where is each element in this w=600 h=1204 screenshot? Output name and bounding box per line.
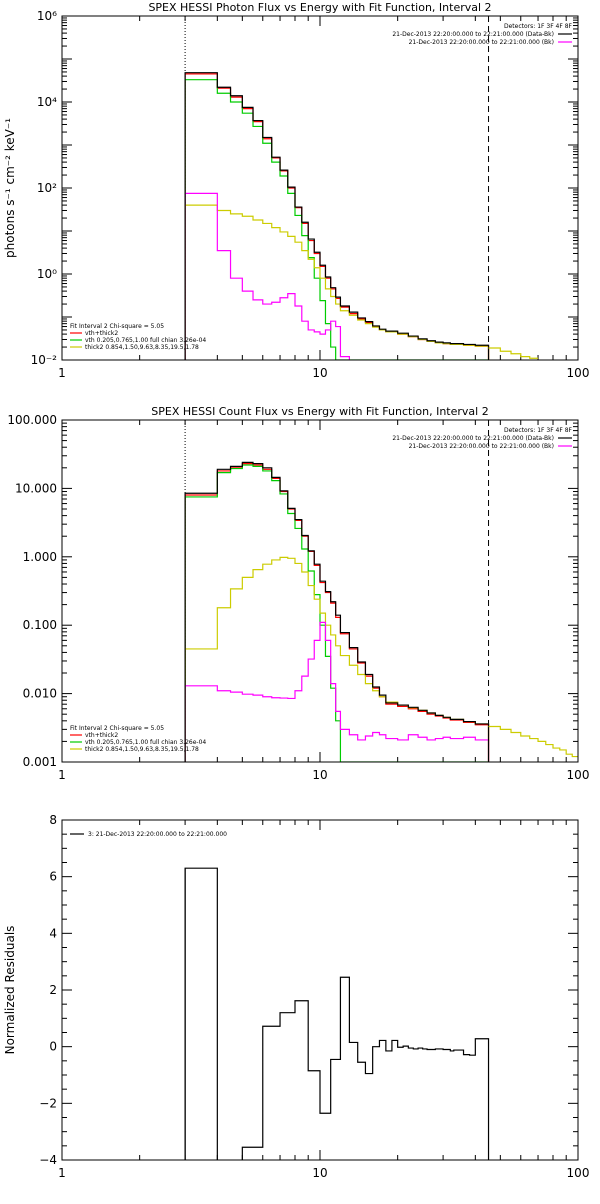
chart-title: SPEX HESSI Count Flux vs Energy with Fit…	[151, 405, 488, 418]
chart-panel-2: SPEX HESSI Count Flux vs Energy with Fit…	[7, 405, 589, 782]
y-tick-label: 0.001	[23, 755, 57, 769]
series-group	[184, 461, 578, 762]
x-tick-label: 10	[312, 366, 327, 380]
legend-entry-label: 21-Dec-2013 22:20:00.000 to 22:21:00.000…	[392, 31, 554, 38]
legend-entry-label: vth 0.205,0.765,1.00 full chian 3.26e-04	[85, 337, 206, 344]
series-line-extension	[488, 725, 578, 758]
series-group	[184, 867, 490, 1160]
y-tick-label: 0	[49, 1040, 57, 1054]
y-tick-label: 1.000	[23, 550, 57, 564]
x-tick-label: 1	[58, 1166, 66, 1180]
x-tick-label: 1	[58, 768, 66, 782]
chart-title: SPEX HESSI Photon Flux vs Energy with Fi…	[148, 1, 491, 14]
y-tick-label: 10⁰	[37, 267, 57, 281]
y-tick-label: 2	[49, 983, 57, 997]
series-line	[184, 192, 490, 360]
series-line	[184, 556, 490, 762]
series-line	[184, 621, 490, 762]
chart-panel-3: Normalized Residuals 1 10 100 −4 −2 0 2 4 6 8 3: 21…	[3, 813, 589, 1180]
series-line	[184, 72, 490, 360]
legend-entry-label: 21-Dec-2013 22:20:00.000 to 22:21:00.000…	[409, 39, 554, 46]
y-tick-label: 10⁻²	[31, 353, 58, 367]
y-tick-label: 10⁶	[37, 9, 57, 23]
y-tick-label: −4	[39, 1153, 57, 1167]
series-group	[184, 72, 539, 360]
x-tick-label: 100	[567, 768, 590, 782]
series-line	[184, 867, 490, 1160]
chart-panel-1: SPEX HESSI Photon Flux vs Energy with Fi…	[3, 1, 589, 380]
y-tick-label: 100.000	[7, 413, 57, 427]
legend-header: Detectors: 1F 3F 4F 8F	[504, 427, 573, 434]
x-tick-label: 100	[567, 1166, 590, 1180]
series-line	[184, 461, 490, 762]
y-tick-label: 0.100	[23, 618, 57, 632]
legend-entry-label: thick2 0.854,1.50,9.63,8.35,19.5,1.78	[85, 746, 199, 753]
y-axis-label: photons s⁻¹ cm⁻² keV⁻¹	[3, 118, 17, 258]
y-axis-label: Normalized Residuals	[3, 926, 17, 1055]
y-tick-label: 0.010	[23, 687, 57, 701]
series-line	[184, 79, 489, 360]
legend-entry-label: thick2 0.854,1.50,9.63,8.35,19.5,1.78	[85, 344, 199, 351]
x-tick-label: 10	[312, 768, 327, 782]
series-line	[184, 204, 490, 360]
legend-entry-label: vth 0.205,0.765,1.00 full chian 3.26e-04	[85, 739, 206, 746]
plot-frame	[61, 819, 579, 1161]
legend-entry-label: vth+thick2	[85, 732, 118, 739]
y-tick-label: 8	[49, 813, 57, 827]
legend-header: Detectors: 1F 3F 4F 8F	[504, 23, 573, 30]
legend-entry-label: 21-Dec-2013 22:20:00.000 to 22:21:00.000…	[409, 443, 554, 450]
x-tick-label: 100	[567, 366, 590, 380]
series-line-extension	[488, 347, 539, 359]
y-tick-label: −2	[39, 1096, 57, 1110]
legend-entry-label: 21-Dec-2013 22:20:00.000 to 22:21:00.000…	[392, 435, 554, 442]
legend-entry-label: vth+thick2	[85, 330, 118, 337]
x-tick-label: 10	[312, 1166, 327, 1180]
series-line	[184, 73, 490, 360]
y-tick-label: 10.000	[15, 481, 57, 495]
y-tick-label: 6	[49, 870, 57, 884]
plot-frame	[61, 419, 579, 763]
plot-frame	[61, 15, 579, 361]
x-tick-label: 1	[58, 366, 66, 380]
y-tick-label: 4	[49, 926, 57, 940]
legend-fit-header: Fit Interval 2 Chi-square = 5.05	[70, 323, 164, 330]
y-tick-label: 10²	[37, 181, 57, 195]
legend-entry-label: 3: 21-Dec-2013 22:20:00.000 to 22:21:00.…	[88, 831, 227, 838]
legend-fit-header: Fit Interval 2 Chi-square = 5.05	[70, 725, 164, 732]
y-tick-label: 10⁴	[37, 95, 57, 109]
